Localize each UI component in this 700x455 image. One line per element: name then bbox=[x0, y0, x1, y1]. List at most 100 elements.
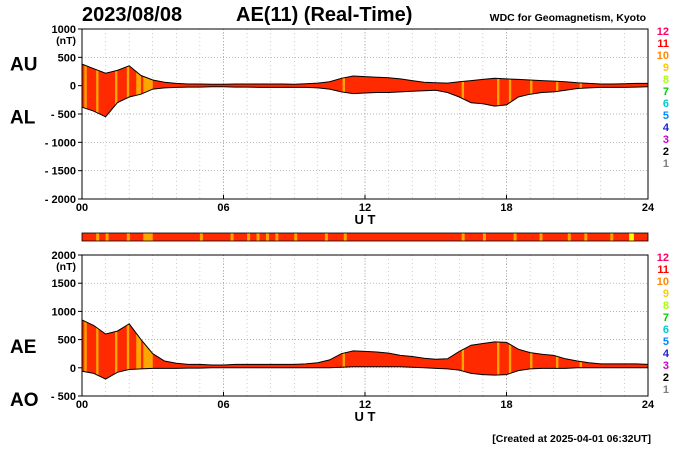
station-band bbox=[115, 319, 118, 380]
station-band bbox=[136, 319, 141, 380]
station-band bbox=[497, 64, 500, 117]
units-label: (nT) bbox=[56, 35, 76, 47]
strip-band-orange bbox=[143, 233, 153, 241]
station-band bbox=[342, 64, 345, 117]
station-band bbox=[96, 64, 99, 117]
x-tick-label: 12 bbox=[359, 202, 371, 214]
series-line-au bbox=[81, 63, 648, 85]
station-band bbox=[461, 319, 465, 380]
station-count-scale-label: 4 bbox=[663, 348, 670, 360]
strip-band-orange bbox=[275, 233, 279, 241]
x-tick-label: 06 bbox=[217, 399, 229, 411]
y-tick-label: - 1500 bbox=[45, 166, 76, 178]
y-tick-label: - 2000 bbox=[45, 194, 76, 206]
station-band bbox=[508, 319, 512, 380]
strip-band-orange bbox=[126, 233, 130, 241]
station-band bbox=[96, 319, 99, 380]
x-tick-label: 18 bbox=[500, 399, 512, 411]
strip-band-orange bbox=[567, 233, 571, 241]
station-count-scale-label: 10 bbox=[657, 276, 669, 288]
station-band bbox=[530, 319, 533, 380]
station-band bbox=[530, 64, 533, 117]
station-count-scale-label: 2 bbox=[663, 146, 669, 158]
strip-band-orange bbox=[343, 233, 347, 241]
series-line-al bbox=[81, 86, 649, 118]
station-count-scale-label: 3 bbox=[663, 134, 669, 146]
station-count-scale-label: 12 bbox=[657, 26, 669, 38]
y-tick-label: 0 bbox=[70, 363, 76, 375]
station-count-scale-label: 11 bbox=[657, 38, 669, 50]
series-line-ae bbox=[81, 319, 649, 366]
strip-base bbox=[82, 233, 648, 241]
y-tick-label: - 500 bbox=[51, 109, 76, 121]
strip-band-orange bbox=[247, 233, 251, 241]
y-tick-label: 1500 bbox=[52, 278, 76, 290]
station-count-scale-label: 8 bbox=[663, 300, 669, 312]
station-count-scale-label: 12 bbox=[657, 252, 669, 264]
station-band bbox=[126, 319, 130, 380]
station-band bbox=[143, 64, 153, 117]
header-title: AE(11) (Real-Time) bbox=[236, 4, 412, 26]
series-label-al: AL bbox=[10, 108, 36, 129]
created-footnote: [Created at 2025-04-01 06:32UT] bbox=[492, 433, 651, 445]
y-tick-label: 0 bbox=[70, 81, 76, 93]
x-axis-label: U T bbox=[355, 409, 376, 424]
station-count-scale-label: 4 bbox=[663, 122, 670, 134]
x-axis-label: U T bbox=[355, 212, 376, 227]
strip-band-orange bbox=[105, 233, 109, 241]
station-band bbox=[497, 319, 500, 380]
x-tick-label: 06 bbox=[217, 202, 229, 214]
strip-band-orange bbox=[199, 233, 203, 241]
x-tick-label: 00 bbox=[76, 202, 88, 214]
series-label-ao: AO bbox=[10, 390, 39, 411]
y-tick-label: 500 bbox=[58, 52, 76, 64]
station-band bbox=[556, 64, 559, 117]
station-count-scale-label: 1 bbox=[663, 384, 669, 396]
station-band bbox=[579, 319, 582, 380]
strip-band-orange bbox=[461, 233, 465, 241]
station-band bbox=[461, 64, 465, 117]
series-label-au: AU bbox=[10, 55, 37, 76]
station-count-scale-label: 2 bbox=[663, 372, 669, 384]
strip-band-orange bbox=[584, 233, 588, 241]
station-count-scale-label: 11 bbox=[657, 264, 669, 276]
series-label-ae: AE bbox=[10, 337, 36, 358]
x-tick-label: 18 bbox=[500, 202, 512, 214]
station-band bbox=[508, 64, 512, 117]
station-band bbox=[556, 319, 559, 380]
station-count-scale-label: 6 bbox=[663, 98, 669, 110]
x-tick-label: 24 bbox=[642, 202, 655, 214]
strip-band-orange bbox=[610, 233, 614, 241]
strip-band-orange bbox=[294, 233, 298, 241]
units-label: (nT) bbox=[56, 261, 76, 273]
strip-band-orange bbox=[513, 233, 517, 241]
x-tick-label: 12 bbox=[359, 399, 371, 411]
index-area bbox=[82, 64, 648, 117]
station-count-scale-label: 3 bbox=[663, 360, 669, 372]
station-band bbox=[115, 64, 118, 117]
header-source: WDC for Geomagnetism, Kyoto bbox=[490, 12, 646, 24]
strip-band-orange bbox=[256, 233, 260, 241]
index-area bbox=[82, 319, 648, 380]
y-tick-label: - 1000 bbox=[45, 137, 76, 149]
station-band bbox=[84, 64, 87, 117]
station-count-scale-label: 7 bbox=[663, 312, 669, 324]
series-line-ao bbox=[81, 366, 648, 380]
station-count-scale-label: 9 bbox=[663, 288, 669, 300]
station-count-scale-label: 10 bbox=[657, 50, 669, 62]
station-count-strip bbox=[81, 232, 649, 242]
y-tick-label: 2000 bbox=[52, 250, 76, 262]
station-count-scale-label: 7 bbox=[663, 86, 669, 98]
station-count-scale-label: 5 bbox=[663, 110, 669, 122]
strip-band-orange bbox=[230, 233, 234, 241]
station-count-scale-label: 8 bbox=[663, 74, 669, 86]
station-band bbox=[136, 64, 141, 117]
strip-frame bbox=[81, 232, 649, 242]
station-band bbox=[143, 319, 153, 380]
station-band bbox=[84, 319, 87, 380]
x-tick-label: 24 bbox=[642, 399, 655, 411]
y-tick-label: 1000 bbox=[52, 306, 76, 318]
